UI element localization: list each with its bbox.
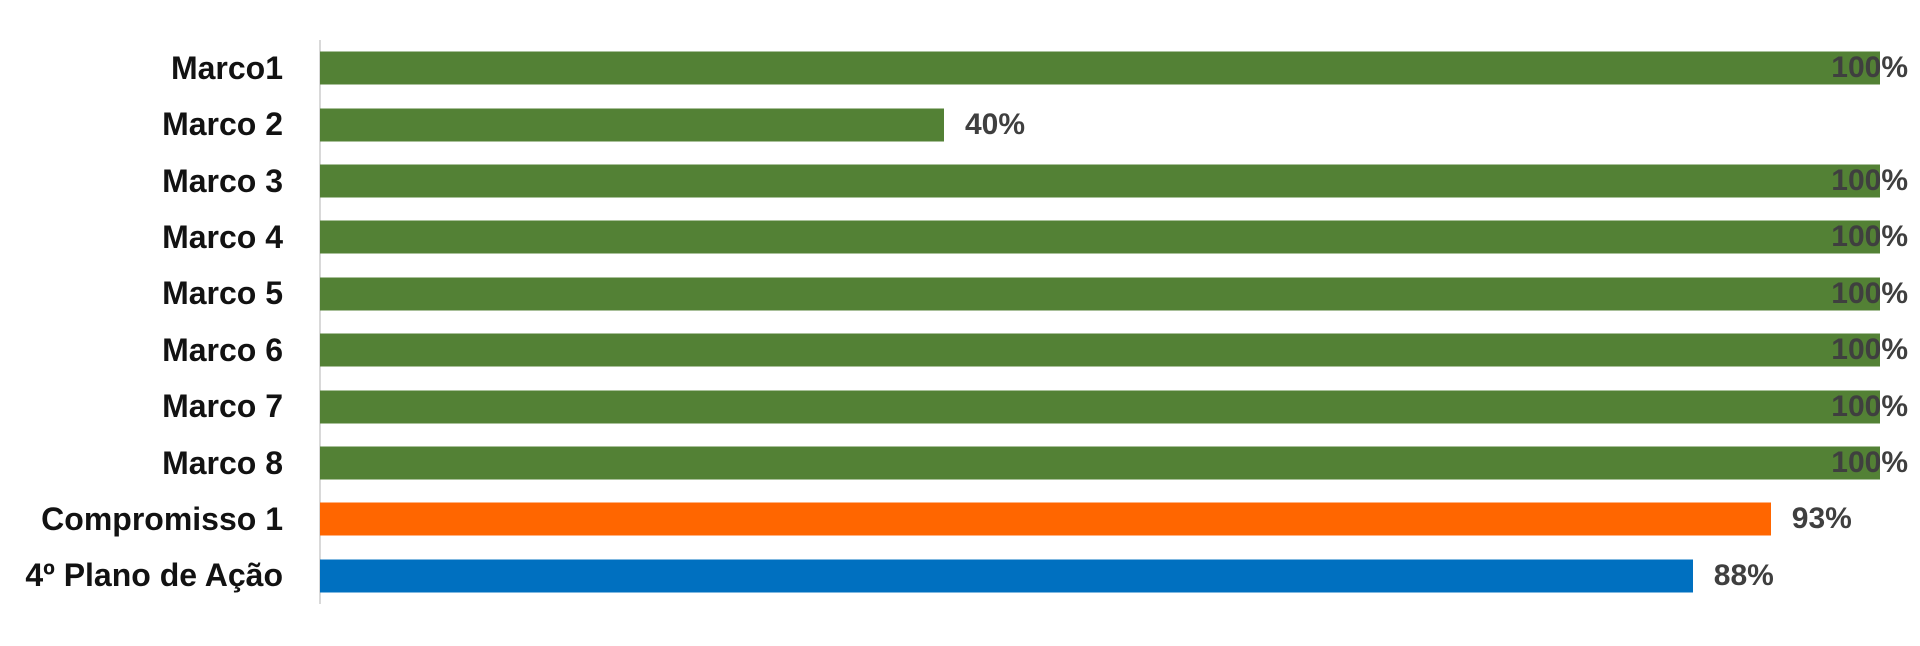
category-label: Marco 7 [162,388,283,425]
bar-track: 100% [320,266,1908,322]
category-label: Marco 6 [162,331,283,368]
bar-track: 93% [320,491,1880,547]
category-label: Marco 2 [162,106,283,143]
value-label: 93% [1791,502,1852,536]
chart-row: Marco 7 100% [0,378,1920,434]
value-label: 100% [1831,164,1908,198]
bar [320,108,944,142]
chart-row: Marco 5 100% [0,266,1920,322]
bar-track: 100% [320,378,1908,434]
category-label: Compromisso 1 [41,500,283,537]
chart-row: Marco 3 100% [0,153,1920,209]
bar [320,446,1880,480]
bar-track: 100% [320,322,1908,378]
bar [320,390,1880,424]
chart-row: Marco 6 100% [0,322,1920,378]
category-label: 4º Plano de Ação [25,557,283,594]
category-label: Marco 5 [162,275,283,312]
y-axis-line [319,40,321,604]
chart-row: Marco 2 40% [0,96,1920,152]
bar [320,164,1880,198]
bar [320,51,1880,85]
value-label: 100% [1831,446,1908,480]
chart-row: Marco 8 100% [0,435,1920,491]
chart-rows: Marco1 100% Marco 2 40% Marco 3 100% [0,40,1920,604]
value-label: 88% [1713,558,1774,592]
bar [320,277,1880,311]
chart-row: Compromisso 1 93% [0,491,1920,547]
chart-row: Marco1 100% [0,40,1920,96]
value-label: 100% [1831,389,1908,423]
bar-track: 100% [320,209,1908,265]
plot-area: Marco1 100% Marco 2 40% Marco 3 100% [0,40,1920,604]
category-label: Marco 4 [162,218,283,255]
bar-track: 100% [320,40,1908,96]
bar [320,220,1880,254]
category-label: Marco1 [170,49,283,86]
value-label: 40% [965,107,1026,141]
chart-row: Marco 4 100% [0,209,1920,265]
value-label: 100% [1831,220,1908,254]
bar-track: 88% [320,548,1880,604]
bar-track: 40% [320,96,1880,152]
chart-row: 4º Plano de Ação 88% [0,548,1920,604]
category-label: Marco 3 [162,162,283,199]
bar [320,502,1771,536]
value-label: 100% [1831,51,1908,85]
value-label: 100% [1831,276,1908,310]
bar [320,333,1880,367]
bar-track: 100% [320,435,1908,491]
category-label: Marco 8 [162,444,283,481]
bar-track: 100% [320,153,1908,209]
bar [320,559,1693,593]
value-label: 100% [1831,333,1908,367]
